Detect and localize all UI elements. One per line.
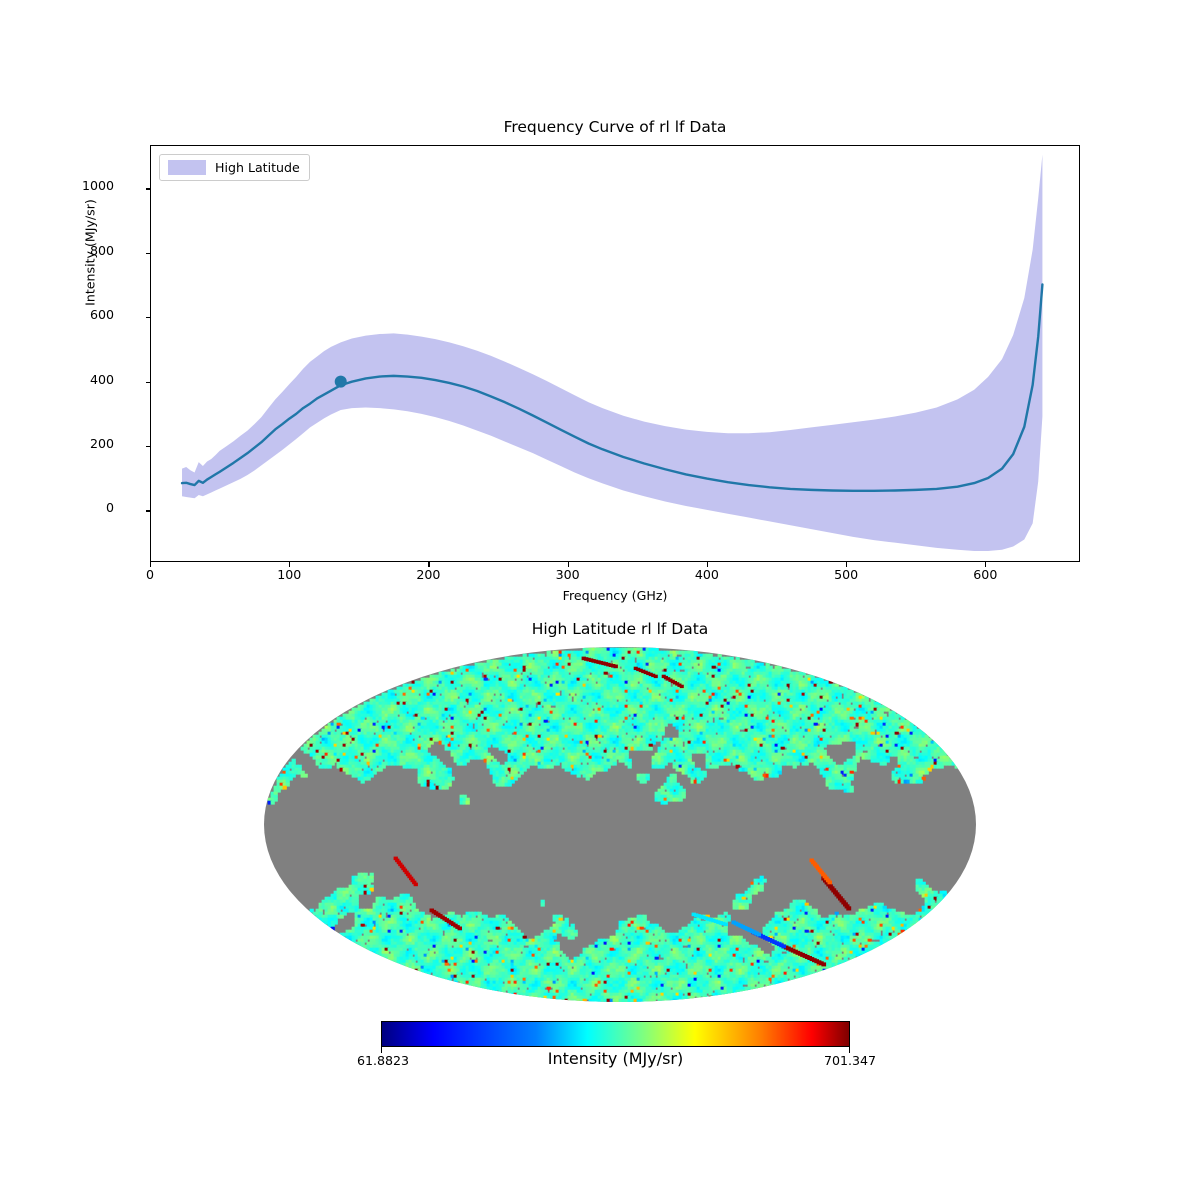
frequency-curve-plot: High Latitude bbox=[150, 145, 1080, 562]
colorbar[interactable] bbox=[381, 1021, 850, 1047]
curve-x-tick-200: 200 bbox=[416, 567, 441, 582]
legend-label-high-latitude: High Latitude bbox=[215, 160, 300, 175]
uncertainty-band bbox=[182, 154, 1043, 552]
colorbar-label: Intensity (MJy/sr) bbox=[547, 1049, 684, 1068]
curve-y-tickmark-0 bbox=[146, 510, 151, 512]
map-healpix-pixels bbox=[267, 647, 959, 1002]
curve-y-tick-400: 400 bbox=[89, 371, 114, 387]
curve-panel-title: Frequency Curve of rl lf Data bbox=[503, 118, 727, 136]
curve-y-tickmark-400 bbox=[146, 381, 151, 383]
curve-x-tickmark-600 bbox=[985, 562, 987, 567]
curve-y-tickmark-200 bbox=[146, 446, 151, 448]
curve-x-tick-0: 0 bbox=[145, 567, 154, 582]
colorbar-min-label: 61.8823 bbox=[356, 1053, 410, 1068]
curve-y-tick-600: 600 bbox=[89, 307, 114, 323]
curve-x-tick-600: 600 bbox=[973, 567, 998, 582]
curve-x-tick-500: 500 bbox=[834, 567, 859, 582]
mollweide-sky-map bbox=[263, 646, 977, 1003]
curve-y-tick-800: 800 bbox=[89, 242, 114, 258]
curve-y-tickmark-600 bbox=[146, 317, 151, 319]
curve-x-tick-400: 400 bbox=[694, 567, 719, 582]
curve-x-tickmark-100 bbox=[289, 562, 291, 567]
curve-y-tickmark-800 bbox=[146, 252, 151, 254]
legend-swatch-high-latitude bbox=[168, 160, 206, 175]
colorbar-min-tick bbox=[381, 1047, 383, 1053]
colorbar-max-label: 701.347 bbox=[823, 1053, 877, 1068]
curve-marker-point-0 bbox=[334, 375, 347, 388]
colorbar-max-tick bbox=[849, 1047, 851, 1053]
curve-svg bbox=[180, 154, 1044, 552]
curve-x-tickmark-500 bbox=[846, 562, 848, 567]
curve-y-tick-1000: 1000 bbox=[81, 178, 114, 194]
curve-x-tickmark-0 bbox=[150, 562, 152, 567]
curve-x-tick-100: 100 bbox=[277, 567, 302, 582]
curve-y-tick-200: 200 bbox=[89, 436, 114, 452]
curve-x-axis-label: Frequency (GHz) bbox=[562, 588, 668, 603]
mollweide-svg bbox=[264, 647, 976, 1002]
curve-x-tickmark-300 bbox=[567, 562, 569, 567]
curve-marker-points bbox=[334, 375, 347, 388]
curve-y-tick-0: 0 bbox=[105, 500, 114, 516]
curve-y-tickmark-1000 bbox=[146, 188, 151, 190]
curve-x-tickmark-400 bbox=[706, 562, 708, 567]
curve-x-tick-300: 300 bbox=[555, 567, 580, 582]
curve-x-tickmark-200 bbox=[428, 562, 430, 567]
map-panel-title: High Latitude rl lf Data bbox=[531, 620, 709, 638]
mean-curve-line bbox=[180, 283, 1044, 493]
colorbar-gradient bbox=[381, 1021, 850, 1047]
curve-legend[interactable]: High Latitude bbox=[159, 154, 310, 181]
